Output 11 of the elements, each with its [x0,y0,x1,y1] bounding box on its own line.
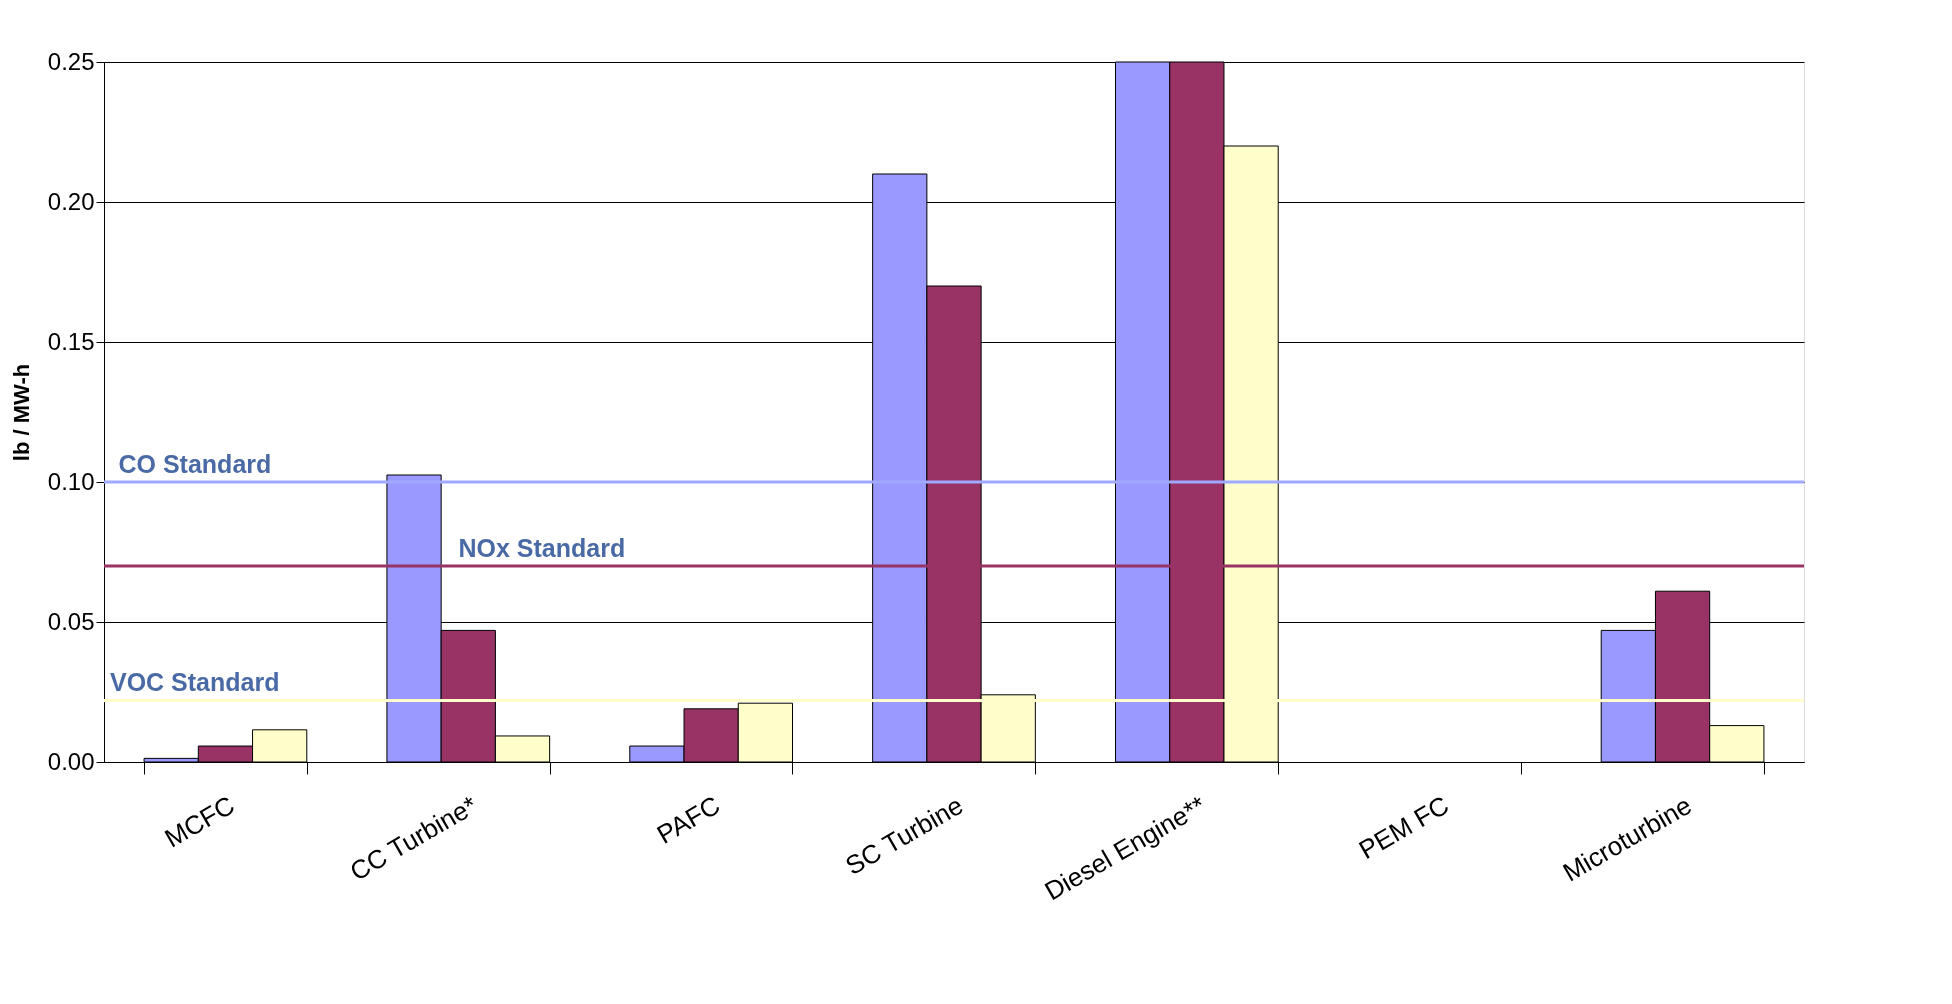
x-tick-label: PEM FC [1353,789,1454,865]
y-tick-label: 0.25 [47,47,95,75]
y-tick-label: 0.00 [47,747,95,775]
ref-line-label: VOC Standard [110,668,280,697]
y-tick-label: 0.20 [47,187,95,215]
ref-line-label: NOx Standard [458,534,626,562]
y-axis-title: lb / MW-h [8,363,34,462]
y-tick-label: 0.05 [47,607,95,635]
y-tick-label: 0.10 [47,467,95,495]
ref-line-label: CO Standard [118,450,272,478]
y-tick-label: 0.15 [47,327,95,355]
